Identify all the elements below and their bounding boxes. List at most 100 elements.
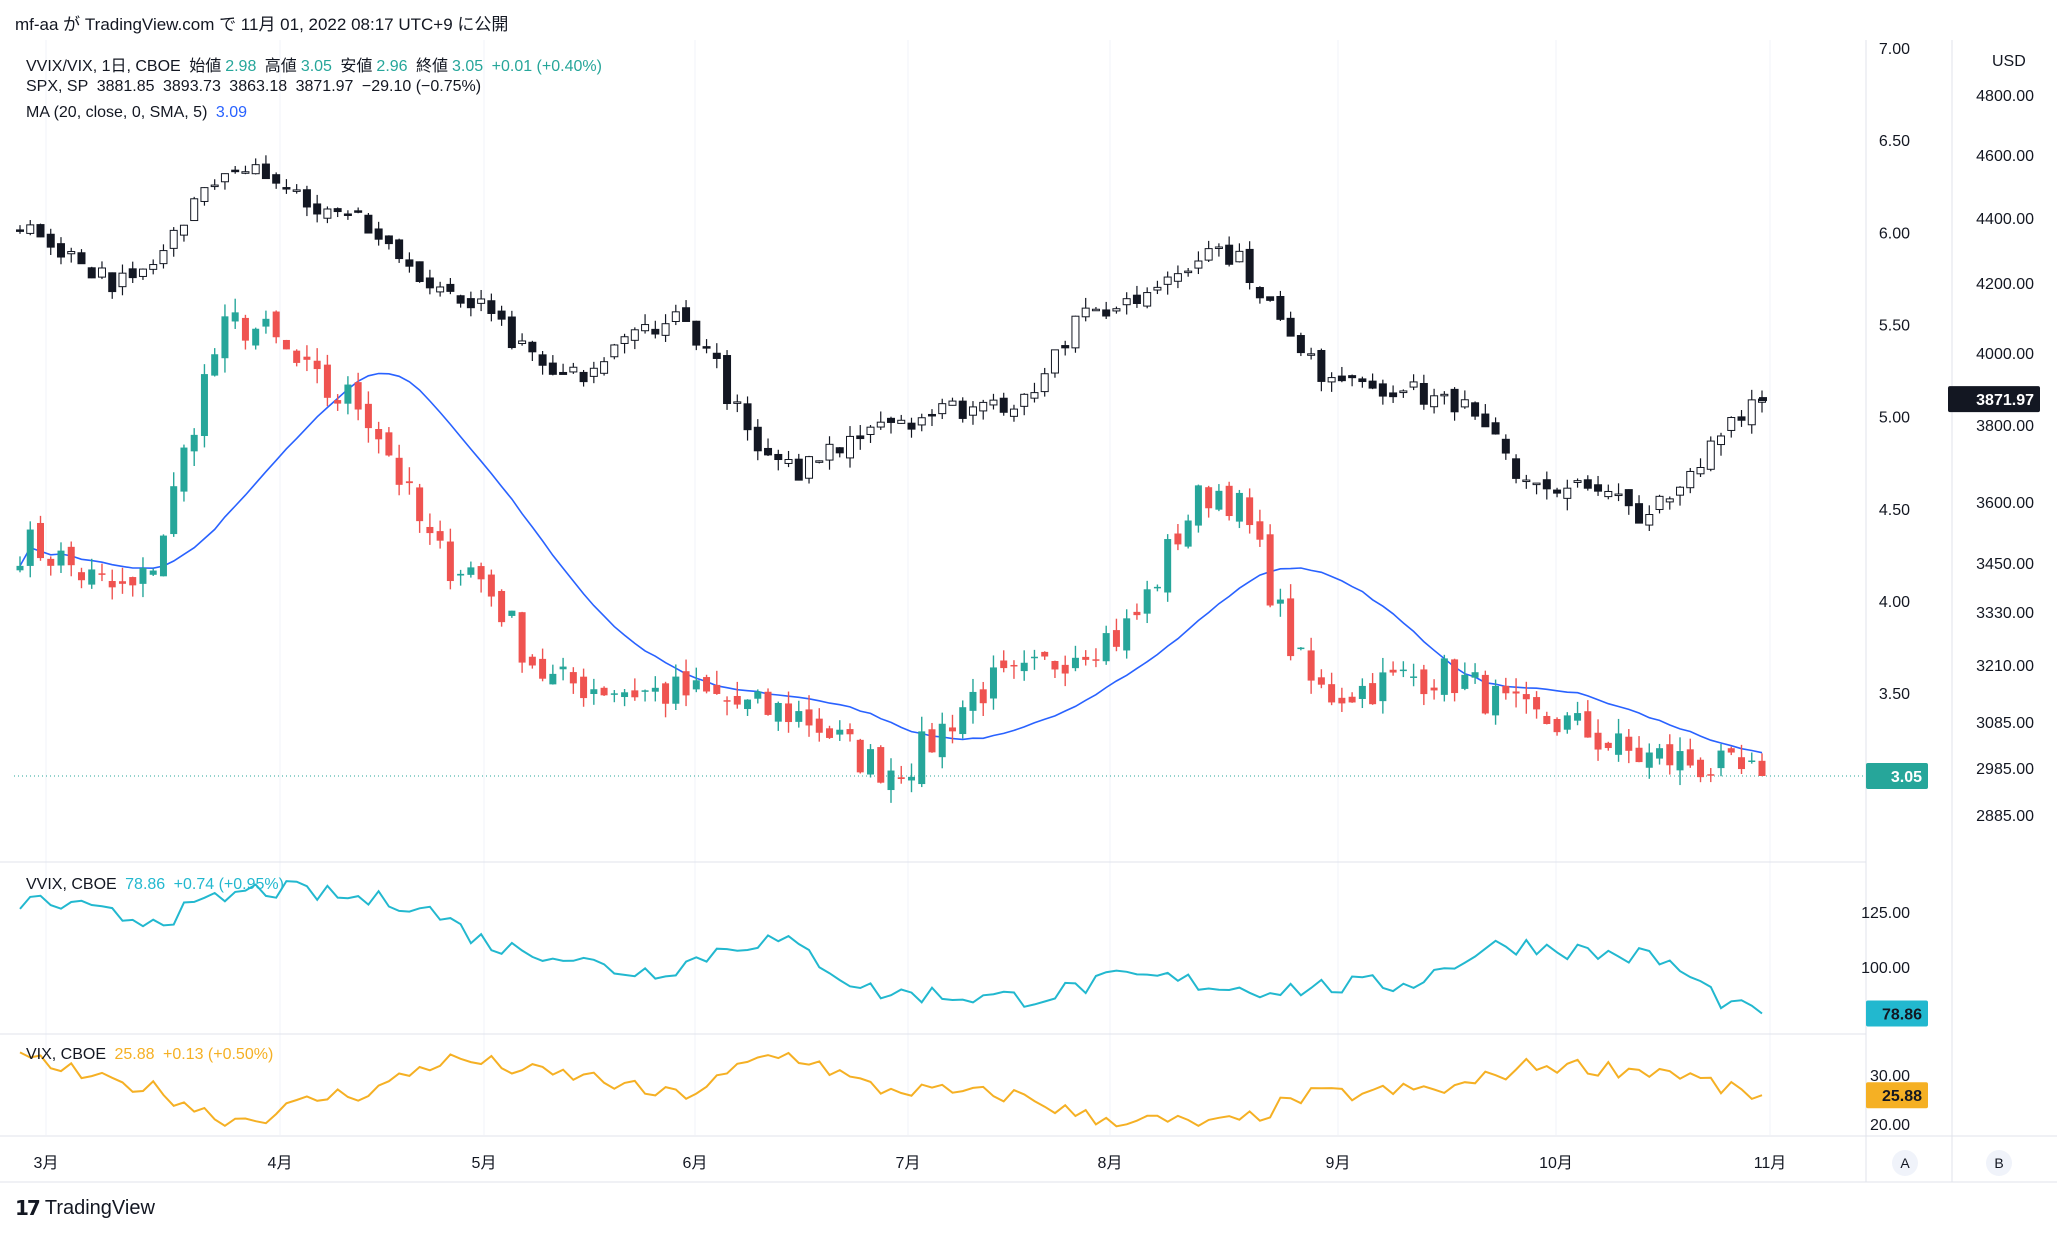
ratio-candle-131 (1358, 685, 1366, 699)
month-label-2: 5月 (472, 1155, 497, 1172)
ratio-candle-15 (170, 486, 178, 535)
ratio-tick-0: 7.00 (1879, 41, 1910, 58)
ratio-candle-168 (1738, 757, 1746, 770)
ratio-candle-139 (1440, 658, 1448, 695)
ratio-candle-37 (395, 457, 403, 485)
ratio-candle-110 (1143, 589, 1151, 614)
ratio-candle-103 (1071, 657, 1079, 669)
spx-candle-169 (1747, 399, 1756, 426)
spx-candle-50 (528, 341, 537, 353)
spx-candle-114 (1184, 270, 1193, 274)
spx-candle-158 (1635, 503, 1644, 524)
spx-candle-113 (1173, 273, 1182, 282)
spx-candle-70 (733, 401, 742, 404)
vvix-pane (0, 861, 1866, 1015)
month-label-8: 11月 (1754, 1155, 1787, 1172)
spx-candle-136 (1409, 381, 1418, 388)
spx-candle-126 (1307, 353, 1316, 356)
legend-ratio-close-label: 終値 (416, 58, 449, 75)
ratio-candle-45 (477, 566, 485, 580)
spx-candle-107 (1112, 308, 1121, 312)
spx-candle-103 (1071, 315, 1080, 349)
spx-candle-125 (1296, 335, 1305, 354)
spx-candle-124 (1286, 317, 1295, 337)
button-b[interactable]: B (1986, 1150, 2012, 1176)
ratio-candle-149 (1543, 715, 1551, 725)
spx-candle-34 (364, 214, 373, 234)
spx-candle-24 (261, 163, 270, 180)
ratio-candle-99 (1030, 656, 1038, 659)
ratio-candle-53 (559, 666, 567, 670)
ratio-candle-40 (426, 526, 434, 534)
spx-candle-2 (36, 224, 45, 238)
ratio-candle-81 (846, 729, 854, 735)
tradingview-logo[interactable]: 𝟭𝟳 TradingView (15, 1196, 155, 1221)
spx-candle-88 (917, 417, 926, 426)
spx-candle-90 (938, 403, 947, 415)
legend-vvix-change: +0.74 (+0.95%) (173, 876, 284, 893)
vix-last-badge: 25.88 (1882, 1088, 1922, 1105)
legend-spx-low: 3863.18 (229, 78, 288, 95)
ratio-candle-87 (907, 776, 915, 781)
spx-tick-7: 3450.00 (1976, 556, 2034, 573)
ratio-candle-128 (1328, 684, 1336, 703)
spx-candle-154 (1594, 484, 1603, 492)
spx-candle-85 (887, 417, 895, 423)
ratio-candle-63 (662, 683, 670, 704)
ratio-candle-84 (877, 747, 885, 783)
ratio-candle-157 (1625, 736, 1633, 751)
spx-candle-8 (97, 267, 106, 278)
spx-candle-109 (1132, 294, 1141, 304)
spx-candle-11 (128, 268, 137, 279)
ratio-candle-57 (600, 687, 608, 696)
spx-candle-80 (835, 447, 844, 454)
legend-ratio-name: VVIX/VIX, 1日, CBOE (26, 58, 181, 75)
button-a[interactable]: A (1892, 1150, 1918, 1176)
spx-candle-131 (1358, 378, 1367, 383)
spx-candle-69 (723, 355, 732, 405)
ratio-candle-105 (1092, 659, 1100, 661)
legend-ma-name: MA (20, close, 0, SMA, 5) (26, 104, 208, 121)
currency-label: USD (1992, 53, 2026, 70)
legend-vix-change: +0.13 (+0.50%) (162, 1046, 274, 1063)
ratio-candle-152 (1574, 713, 1582, 721)
vvix-tick-1: 100.00 (1861, 960, 1910, 977)
ratio-tick-7: 3.50 (1879, 686, 1910, 703)
spx-candle-55 (579, 371, 588, 383)
ratio-candle-123 (1276, 599, 1284, 604)
ratio-candle-154 (1594, 732, 1602, 750)
month-label-1: 4月 (268, 1155, 293, 1172)
ratio-candle-6 (77, 572, 85, 581)
ratio-candle-170 (1758, 760, 1766, 776)
ratio-candle-143 (1481, 674, 1489, 714)
ratio-candle-153 (1584, 711, 1592, 738)
spx-tick-3: 4200.00 (1976, 276, 2034, 293)
ratio-candle-58 (610, 693, 618, 695)
ratio-candle-138 (1430, 687, 1438, 691)
vvix-last-badge: 78.86 (1882, 1007, 1922, 1024)
month-label-4: 7月 (896, 1155, 921, 1172)
spx-candle-164 (1696, 467, 1705, 475)
ratio-candle-30 (323, 364, 331, 398)
spx-candle-0 (16, 229, 24, 232)
ratio-candle-129 (1338, 697, 1346, 704)
spx-last-badge-bg (1948, 386, 2040, 413)
spx-candle-104 (1081, 307, 1090, 318)
spx-candle-121 (1255, 287, 1264, 299)
ratio-candle-12 (139, 567, 147, 584)
ratio-candle-148 (1533, 697, 1541, 710)
ratio-candle-140 (1451, 659, 1459, 694)
spx-candle-77 (805, 456, 814, 479)
ratio-candle-8 (98, 573, 106, 575)
ratio-candle-59 (621, 692, 629, 698)
spx-candle-110 (1143, 292, 1152, 307)
ratio-candle-94 (979, 689, 987, 704)
ratio-tick-3: 5.50 (1879, 317, 1910, 334)
spx-candle-94 (979, 401, 988, 412)
ratio-candle-43 (457, 573, 465, 576)
legend-vvix: VVIX, CBOE 78.86 +0.74 (+0.95%) (26, 876, 288, 894)
ratio-candle-101 (1051, 661, 1059, 670)
ratio-candle-112 (1164, 539, 1172, 593)
spx-candle-9 (108, 272, 117, 293)
